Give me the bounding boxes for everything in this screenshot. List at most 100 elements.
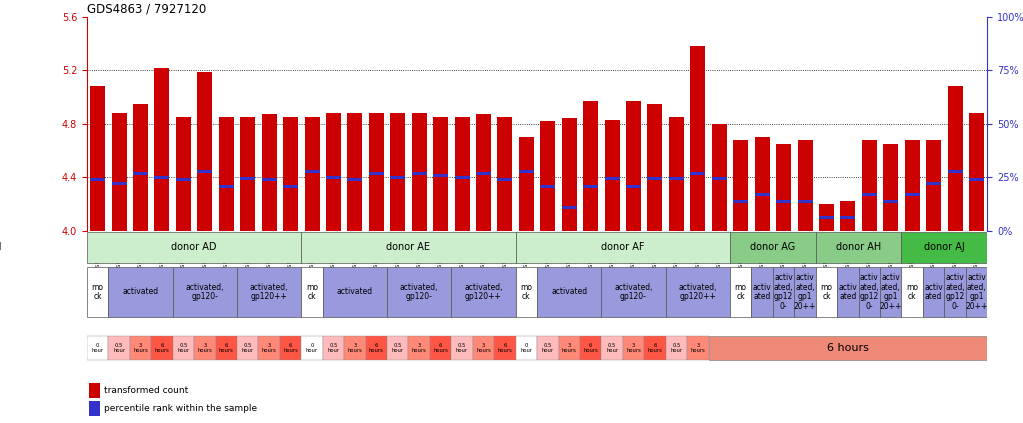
Text: 6
hours: 6 hours <box>369 343 384 353</box>
Bar <box>819 204 834 231</box>
Text: activated: activated <box>337 287 373 297</box>
Text: 3
hours: 3 hours <box>133 343 148 353</box>
FancyBboxPatch shape <box>923 267 944 316</box>
Bar <box>669 177 684 180</box>
Text: percentile rank within the sample: percentile rank within the sample <box>104 404 257 413</box>
Bar <box>904 193 920 196</box>
Text: mo
ck: mo ck <box>92 283 103 301</box>
Text: 0
hour: 0 hour <box>306 343 318 353</box>
Bar <box>176 117 191 231</box>
FancyBboxPatch shape <box>87 336 108 360</box>
FancyBboxPatch shape <box>666 336 687 360</box>
FancyBboxPatch shape <box>451 267 516 316</box>
Text: activ
ated: activ ated <box>924 283 943 301</box>
Text: 6
hours: 6 hours <box>583 343 598 353</box>
Bar <box>262 114 276 231</box>
FancyBboxPatch shape <box>151 336 173 360</box>
Text: activ
ated,
gp1
20++: activ ated, gp1 20++ <box>880 273 902 311</box>
Bar <box>454 176 470 179</box>
Text: individual: individual <box>0 242 1 253</box>
FancyBboxPatch shape <box>108 267 173 316</box>
FancyBboxPatch shape <box>387 336 408 360</box>
Text: donor AH: donor AH <box>836 242 881 253</box>
Text: 6
hours: 6 hours <box>219 343 233 353</box>
Bar <box>89 401 100 416</box>
Text: 3
hours: 3 hours <box>562 343 577 353</box>
Bar <box>583 101 598 231</box>
Text: activ
ated,
gp12
0-: activ ated, gp12 0- <box>773 273 794 311</box>
Text: 3
hours: 3 hours <box>476 343 491 353</box>
Bar <box>562 206 577 209</box>
Bar <box>540 121 555 231</box>
FancyBboxPatch shape <box>365 336 387 360</box>
FancyBboxPatch shape <box>473 336 494 360</box>
Bar <box>540 185 555 188</box>
Text: activated,
gp120-: activated, gp120- <box>185 283 224 301</box>
FancyBboxPatch shape <box>430 336 451 360</box>
FancyBboxPatch shape <box>815 232 901 263</box>
Bar <box>154 68 170 231</box>
Text: activated,
gp120-: activated, gp120- <box>400 283 439 301</box>
Bar <box>861 193 877 196</box>
Bar <box>904 140 920 231</box>
Bar <box>755 137 769 231</box>
Bar <box>562 118 577 231</box>
Text: 6
hours: 6 hours <box>497 343 513 353</box>
Bar <box>691 46 705 231</box>
Bar <box>926 140 941 231</box>
Bar <box>411 113 427 231</box>
Bar <box>605 120 620 231</box>
Bar <box>369 172 384 175</box>
Bar <box>798 140 812 231</box>
Bar <box>497 117 513 231</box>
Bar <box>883 200 898 203</box>
Text: 6
hours: 6 hours <box>433 343 448 353</box>
FancyBboxPatch shape <box>580 336 602 360</box>
Text: activated,
gp120++: activated, gp120++ <box>250 283 288 301</box>
FancyBboxPatch shape <box>302 336 322 360</box>
Bar <box>776 144 791 231</box>
Text: 3
hours: 3 hours <box>197 343 213 353</box>
FancyBboxPatch shape <box>772 267 794 316</box>
Bar <box>755 193 769 196</box>
Text: transformed count: transformed count <box>104 386 188 395</box>
Text: activated: activated <box>123 287 159 297</box>
Text: donor AF: donor AF <box>602 242 644 253</box>
FancyBboxPatch shape <box>494 336 516 360</box>
FancyBboxPatch shape <box>302 232 516 263</box>
FancyBboxPatch shape <box>794 267 815 316</box>
Bar <box>969 113 984 231</box>
Bar <box>240 117 255 231</box>
FancyBboxPatch shape <box>815 267 837 316</box>
Text: 0.5
hour: 0.5 hour <box>114 343 125 353</box>
Bar <box>626 185 641 188</box>
FancyBboxPatch shape <box>237 267 302 316</box>
FancyBboxPatch shape <box>944 267 966 316</box>
Text: activ
ated: activ ated <box>839 283 857 301</box>
Bar <box>476 114 491 231</box>
FancyBboxPatch shape <box>173 336 194 360</box>
Bar <box>133 104 148 231</box>
Text: activ
ated,
gp12
0-: activ ated, gp12 0- <box>945 273 965 311</box>
Text: activ
ated: activ ated <box>753 283 771 301</box>
Text: activated: activated <box>551 287 587 297</box>
Text: donor AJ: donor AJ <box>924 242 965 253</box>
FancyBboxPatch shape <box>108 336 130 360</box>
Text: activated,
gp120-: activated, gp120- <box>614 283 653 301</box>
Bar <box>798 200 812 203</box>
FancyBboxPatch shape <box>901 232 987 263</box>
Text: donor AG: donor AG <box>750 242 796 253</box>
Bar <box>947 86 963 231</box>
Bar <box>519 170 534 173</box>
FancyBboxPatch shape <box>87 267 108 316</box>
Bar <box>733 200 748 203</box>
FancyBboxPatch shape <box>87 232 302 263</box>
Text: activated,
gp120++: activated, gp120++ <box>678 283 717 301</box>
FancyBboxPatch shape <box>344 336 365 360</box>
Bar <box>819 216 834 219</box>
FancyBboxPatch shape <box>644 336 666 360</box>
Bar <box>112 182 127 185</box>
Bar <box>691 172 705 175</box>
Text: GDS4863 / 7927120: GDS4863 / 7927120 <box>87 3 207 16</box>
FancyBboxPatch shape <box>966 267 987 316</box>
